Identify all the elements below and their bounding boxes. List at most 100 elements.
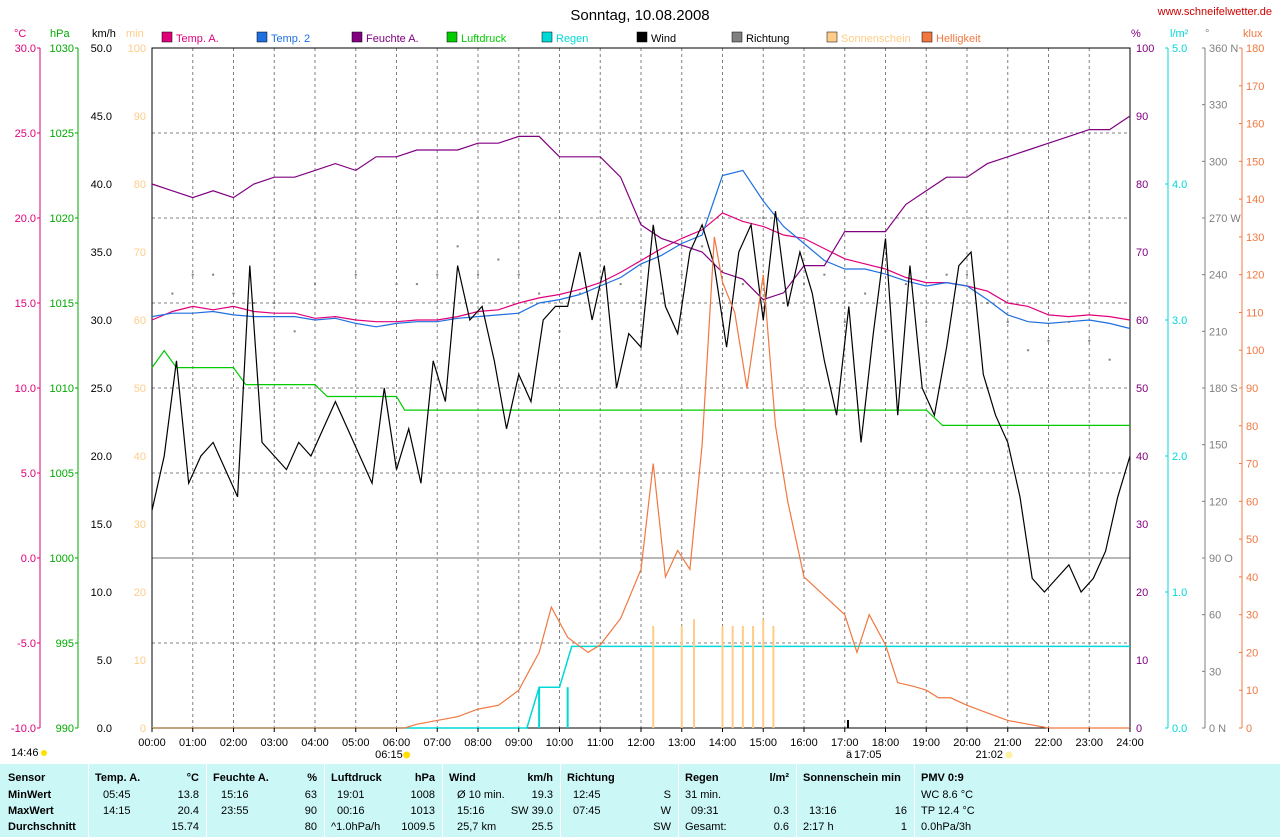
moonrise-time: 14:46: [11, 747, 39, 759]
stats-sensor-header: Sensor: [8, 772, 46, 784]
stats-dir-avg: SW: [653, 821, 671, 833]
tick-temp: -10.0: [11, 723, 36, 735]
stats-press-trend: ^1.0hPa/h: [331, 821, 381, 833]
stats-press-unit: hPa: [414, 772, 435, 784]
statistics-table: Sensor MinWert MaxWert Durchschnitt Temp…: [0, 764, 1280, 837]
tick-direction: 30: [1209, 666, 1221, 678]
x-tick-label: 18:00: [872, 737, 900, 749]
x-tick-label: 02:00: [220, 737, 248, 749]
x-tick-label: 17:00: [831, 737, 859, 749]
stats-hum-header: Feuchte A.: [213, 772, 269, 784]
tick-pressure: 990: [56, 723, 74, 735]
stats-pmv-tp: TP 12.4 °C: [921, 805, 975, 817]
direction-point: [1108, 358, 1111, 361]
tick-direction: 240: [1209, 270, 1227, 282]
x-tick-label: 01:00: [179, 737, 207, 749]
tick-temp: -5.0: [17, 638, 36, 650]
tick-sunshine: 40: [134, 451, 146, 463]
tick-brightness: 20: [1246, 647, 1258, 659]
tick-direction: 90 O: [1209, 553, 1233, 565]
x-tick-label: 12:00: [627, 737, 655, 749]
tick-humidity: 40: [1136, 451, 1148, 463]
stats-press-min-time: 19:01: [337, 789, 365, 801]
stats-temp-unit: °C: [186, 772, 199, 784]
x-tick-label: 15:00: [749, 737, 777, 749]
stats-col-rain: Regen l/m² 31 min. 09:31 0.3 Gesamt: 0.6: [678, 764, 797, 837]
tick-rain: 3.0: [1172, 315, 1187, 327]
tick-humidity: 100: [1136, 43, 1154, 55]
x-tick-label: 06:00: [383, 737, 411, 749]
tick-temp: 5.0: [21, 468, 36, 480]
stats-press-min-val: 1008: [410, 789, 435, 801]
stats-temp-header: Temp. A.: [95, 772, 141, 784]
stats-hum-max-val: 90: [304, 805, 317, 817]
legend-swatch: [256, 31, 268, 43]
direction-point: [803, 283, 805, 286]
x-tick-label: 07:00: [423, 737, 451, 749]
x-tick-label: 04:00: [301, 737, 329, 749]
stats-hum-avg: 80: [304, 821, 317, 833]
tick-direction: 0 N: [1209, 723, 1226, 735]
stats-wind-avg: 25.5: [531, 821, 553, 833]
x-tick-label: 11:00: [587, 737, 614, 749]
moon-symbol: ä: [846, 749, 853, 761]
stats-dir-min-time: 12:45: [573, 789, 601, 801]
stats-press-header: Luftdruck: [331, 772, 382, 784]
tick-wind: 10.0: [91, 587, 112, 599]
legend-label: Sonnenschein: [841, 33, 911, 45]
direction-point: [436, 273, 439, 276]
tick-direction: 210: [1209, 326, 1227, 338]
stats-rain-max-time: 09:31: [691, 805, 719, 817]
tick-direction: 270 W: [1209, 213, 1241, 225]
direction-point: [538, 292, 541, 295]
stats-press-max-val: 1013: [410, 805, 435, 817]
direction-point: [945, 273, 948, 276]
x-tick-label: 08:00: [464, 737, 492, 749]
legend-label: Temp. A.: [176, 33, 219, 45]
stats-temp-avg: 15.74: [171, 821, 199, 833]
tick-brightness: 30: [1246, 610, 1258, 622]
stats-col-temp: Temp. A. °C 05:45 13.8 14:15 20.4 15.74: [88, 764, 207, 837]
tick-pressure: 1015: [50, 298, 74, 310]
stats-wind-header: Wind: [449, 772, 476, 784]
direction-point: [1088, 339, 1091, 342]
legend-label: Helligkeit: [936, 33, 981, 45]
stats-wind-min-label: Ø 10 min.: [457, 789, 505, 801]
tick-wind: 30.0: [91, 315, 112, 327]
tick-brightness: 50: [1246, 534, 1258, 546]
tick-rain: 4.0: [1172, 179, 1187, 191]
tick-rain: 0.0: [1172, 723, 1187, 735]
direction-point: [477, 273, 479, 276]
direction-point: [864, 292, 867, 295]
direction-point: [741, 283, 744, 286]
direction-point: [1006, 320, 1009, 323]
stats-pmv-tend: 0.0hPa/3h: [921, 821, 972, 833]
direction-point: [497, 258, 500, 261]
direction-point: [171, 292, 174, 295]
direction-point: [925, 320, 928, 323]
axis-unit-rain: l/m²: [1170, 28, 1189, 40]
tick-wind: 15.0: [91, 519, 112, 531]
tick-pressure: 1020: [50, 213, 74, 225]
tick-brightness: 100: [1246, 345, 1264, 357]
stats-col-direction: Richtung 12:45 S 07:45 W SW: [560, 764, 679, 837]
legend-swatch: [636, 31, 648, 43]
stats-rain-unit: l/m²: [769, 772, 789, 784]
weather-chart: Sonntag, 10.08.2008 www.schneifelwetter.…: [11, 6, 1272, 761]
tick-sunshine: 60: [134, 315, 146, 327]
direction-point: [191, 273, 194, 276]
tick-humidity: 70: [1136, 247, 1148, 259]
source-url[interactable]: www.schneifelwetter.de: [1157, 6, 1272, 18]
tick-rain: 2.0: [1172, 451, 1187, 463]
tick-sunshine: 0: [140, 723, 146, 735]
tick-pressure: 995: [56, 638, 74, 650]
tick-brightness: 150: [1246, 156, 1264, 168]
direction-point: [782, 302, 785, 304]
legend-label: Wind: [651, 33, 676, 45]
x-tick-label: 23:00: [1075, 737, 1103, 749]
stats-rain-duration: 31 min.: [685, 789, 722, 801]
grid: [152, 48, 1130, 728]
x-tick-label: 21:00: [994, 737, 1022, 749]
direction-point: [701, 245, 704, 248]
tick-sunshine: 80: [134, 179, 146, 191]
